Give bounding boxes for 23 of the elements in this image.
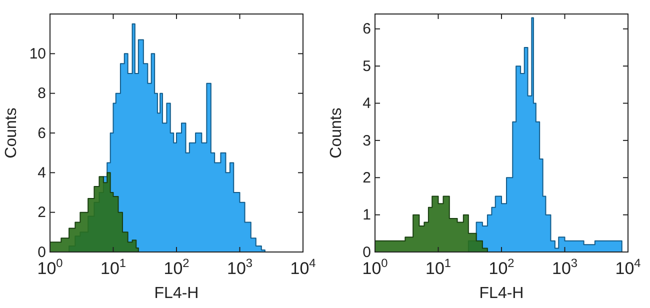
y-tick-label: 4 [362,95,371,112]
x-tick-label: 10$^{2}$ [488,256,515,278]
x-tick-label: 10$^{4}$ [615,256,642,278]
y-tick-label: 6 [362,20,371,38]
x-tick-label: 10$^{3}$ [226,256,253,278]
y-tick-label: 10 [29,45,46,62]
y-tick-label: 1 [362,206,371,224]
y-tick-label: 5 [362,58,371,75]
x-axis-title: FL4-H [479,285,524,302]
y-tick-label: 3 [362,132,371,150]
x-axis-title: FL4-H [154,285,199,302]
y-tick-label: 2 [38,204,46,222]
y-axis-title: Counts [3,108,20,158]
x-tick-label: 10$^{4}$ [290,256,316,278]
y-tick-label: 2 [362,169,371,186]
y-axis-title: Counts [328,108,345,158]
x-tick-label: 10$^{1}$ [425,256,452,278]
y-tick-label: 6 [38,124,46,142]
x-tick-label: 10$^{1}$ [100,256,126,278]
y-tick-label: 8 [38,85,46,102]
x-tick-label: 10$^{2}$ [164,256,190,278]
y-tick-label: 4 [38,164,46,182]
x-tick-label: 10$^{3}$ [552,256,578,278]
